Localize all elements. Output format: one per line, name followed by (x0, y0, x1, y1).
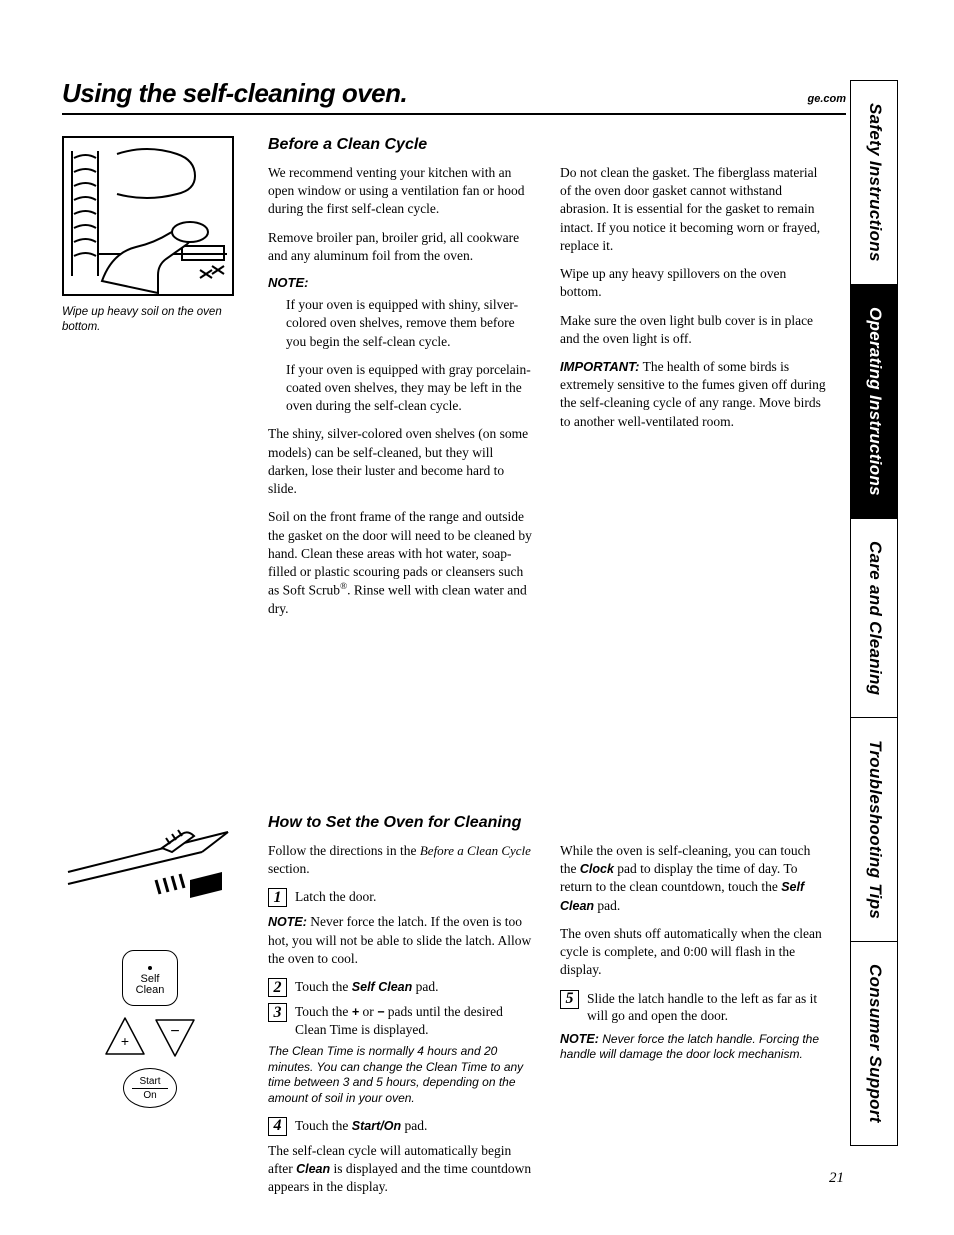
step4-a: Touch the (295, 1118, 352, 1133)
brand-url: ge.com (807, 93, 846, 105)
step-number-1: 1 (268, 888, 287, 907)
step2-b: Self Clean (352, 980, 412, 994)
s1-note-heading: NOTE: (268, 275, 536, 290)
cleantime-note: The Clean Time is normally 4 hours and 2… (268, 1044, 536, 1106)
s2-intro-a: Follow the directions in the (268, 843, 420, 858)
important-label: IMPORTANT: (560, 359, 639, 374)
step3-text: Touch the + or − pads until the desired … (295, 1003, 536, 1038)
s1-note1: If your oven is equipped with shiny, sil… (286, 296, 536, 351)
step2-text: Touch the Self Clean pad. (295, 978, 438, 996)
section-before-clean: Before a Clean Cycle We recommend ventin… (268, 136, 828, 628)
step4-b: Start/On (352, 1119, 401, 1133)
section1-left-column: We recommend venting your kitchen with a… (268, 164, 536, 628)
tab-support[interactable]: Consumer Support (850, 941, 898, 1146)
step4-c: pad. (401, 1118, 427, 1133)
figure-control-pads: Self Clean + − Start On (90, 950, 210, 1108)
s2-final: The self-clean cycle will automatically … (268, 1142, 536, 1197)
section2-left-column: Follow the directions in the Before a Cl… (268, 842, 536, 1206)
step2-c: pad. (412, 979, 438, 994)
step3-plus: + (352, 1005, 359, 1019)
step5-text: Slide the latch handle to the left as fa… (587, 990, 828, 1025)
section-how-to-set: How to Set the Oven for Cleaning Follow … (268, 814, 828, 1206)
step-4: 4 Touch the Start/On pad. (268, 1117, 536, 1136)
s1-p3: The shiny, silver-colored oven shelves (… (268, 425, 536, 498)
step3-a: Touch the (295, 1004, 352, 1019)
side-tabs: Safety Instructions Operating Instructio… (850, 80, 898, 1146)
s2-note1: NOTE: Never force the latch. If the oven… (268, 913, 536, 968)
step-3: 3 Touch the + or − pads until the desire… (268, 1003, 536, 1038)
s1-p2: Remove broiler pan, broiler grid, all co… (268, 229, 536, 265)
step-5: 5 Slide the latch handle to the left as … (560, 990, 828, 1025)
tab-operating[interactable]: Operating Instructions (850, 284, 898, 518)
s1r-p1: Do not clean the gasket. The fiberglass … (560, 164, 828, 255)
section2-right-column: While the oven is self-cleaning, you can… (560, 842, 828, 1206)
s1-note2: If your oven is equipped with gray porce… (286, 361, 536, 416)
step-1: 1 Latch the door. (268, 888, 536, 907)
latch-illustration-icon (62, 824, 234, 904)
s2r-p1: While the oven is self-cleaning, you can… (560, 842, 828, 915)
s2r-note2-label: NOTE: (560, 1032, 599, 1046)
figure-oven-wipe: Wipe up heavy soil on the oven bottom. (62, 136, 234, 335)
s2-intro-b: section. (268, 861, 310, 876)
s1r-important: IMPORTANT: The health of some birds is e… (560, 358, 828, 431)
oven-wipe-illustration-icon (62, 136, 234, 296)
tab-care[interactable]: Care and Cleaning (850, 518, 898, 717)
step-number-3: 3 (268, 1003, 287, 1022)
step4-text: Touch the Start/On pad. (295, 1117, 427, 1135)
section1-right-column: Do not clean the gasket. The fiberglass … (560, 164, 828, 628)
s2r-p2: The oven shuts off automatically when th… (560, 925, 828, 980)
s1-p4: Soil on the front frame of the range and… (268, 508, 536, 618)
plus-pad-icon: + (104, 1016, 146, 1058)
figure1-caption: Wipe up heavy soil on the oven bottom. (62, 305, 234, 335)
s2-intro-em: Before a Clean Cycle (420, 843, 531, 858)
pad-selfclean-line2: Clean (136, 985, 165, 996)
s1-p1: We recommend venting your kitchen with a… (268, 164, 536, 219)
s1r-p2: Wipe up any heavy spillovers on the oven… (560, 265, 828, 301)
tab-safety[interactable]: Safety Instructions (850, 80, 898, 284)
step3-or: or (359, 1004, 377, 1019)
arrow-right-icon (190, 872, 222, 898)
s2r-p1-c: pad. (594, 898, 620, 913)
svg-text:−: − (170, 1023, 179, 1040)
step-2: 2 Touch the Self Clean pad. (268, 978, 536, 997)
step-number-5: 5 (560, 990, 579, 1009)
pad-start-line2: On (143, 1090, 156, 1101)
s2-final-b: Clean (296, 1162, 330, 1176)
s2r-note2: NOTE: Never force the latch handle. Forc… (560, 1031, 828, 1063)
step1-text: Latch the door. (295, 888, 376, 906)
pad-start-line1: Start (139, 1076, 160, 1087)
page-number: 21 (829, 1170, 844, 1187)
page-title: Using the self-cleaning oven. (62, 78, 407, 109)
s2-intro: Follow the directions in the Before a Cl… (268, 842, 536, 878)
tab-troubleshooting[interactable]: Troubleshooting Tips (850, 717, 898, 941)
start-pad-icon: Start On (123, 1068, 177, 1108)
step2-a: Touch the (295, 979, 352, 994)
section2-heading: How to Set the Oven for Cleaning (268, 814, 828, 832)
s2-note1-label: NOTE: (268, 915, 307, 929)
s1r-p3: Make sure the oven light bulb cover is i… (560, 312, 828, 348)
step-number-4: 4 (268, 1117, 287, 1136)
s2-note1-text: Never force the latch. If the oven is to… (268, 914, 531, 965)
minus-pad-icon: − (154, 1016, 196, 1058)
page-title-bar: Using the self-cleaning oven. ge.com (62, 78, 846, 115)
section1-heading: Before a Clean Cycle (268, 136, 828, 154)
s2r-p1-clock: Clock (580, 862, 614, 876)
figure-latch (62, 824, 234, 909)
step-number-2: 2 (268, 978, 287, 997)
svg-text:+: + (121, 1033, 129, 1049)
s2r-note2-text: Never force the latch handle. Forcing th… (560, 1032, 819, 1062)
selfclean-pad-icon: Self Clean (122, 950, 178, 1006)
